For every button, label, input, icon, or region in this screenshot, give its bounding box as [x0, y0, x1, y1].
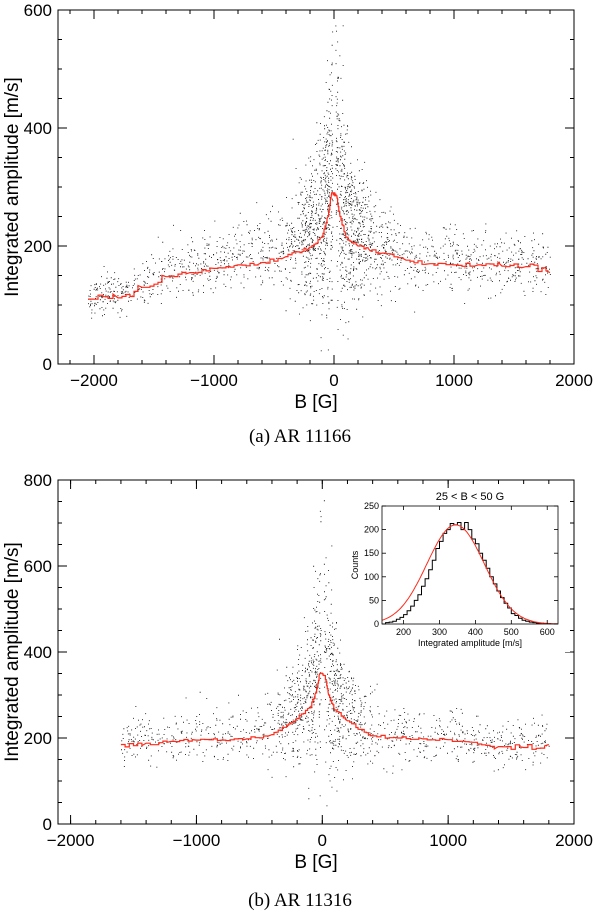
- panel-b-x-axis-label: B [G]: [294, 852, 337, 873]
- y-tick-label: 0: [43, 815, 52, 834]
- x-tick-label: −1000: [190, 371, 238, 390]
- y-tick-label: 400: [24, 643, 52, 662]
- y-tick-label: 200: [24, 237, 52, 256]
- panel-a-scatter-cloud: [88, 0, 551, 395]
- y-tick-label: 200: [24, 729, 52, 748]
- y-tick-label: 600: [24, 557, 52, 576]
- inset-x-tick-label: 300: [432, 627, 447, 637]
- inset-x-axis-label: Integrated amplitude [m/s]: [418, 638, 522, 648]
- y-tick-label: 600: [24, 1, 52, 20]
- x-tick-label: 2000: [555, 831, 593, 850]
- inset-x-tick-label: 600: [540, 627, 555, 637]
- x-tick-label: 0: [329, 371, 338, 390]
- x-tick-label: 1000: [429, 831, 467, 850]
- y-tick-label: 0: [43, 355, 52, 374]
- y-tick-label: 400: [24, 119, 52, 138]
- inset-background: [348, 488, 570, 652]
- inset-title: 25 < B < 50 G: [436, 491, 505, 503]
- inset-y-tick-label: 50: [369, 595, 379, 605]
- inset-x-tick-label: 400: [468, 627, 483, 637]
- x-tick-label: −2000: [70, 371, 118, 390]
- inset-y-tick-label: 200: [364, 525, 379, 535]
- x-tick-label: −2000: [47, 831, 95, 850]
- panel-a-plot-frame: [58, 10, 574, 364]
- panel-a-x-axis-label: B [G]: [294, 392, 337, 413]
- x-tick-label: 2000: [555, 371, 593, 390]
- x-tick-label: 0: [318, 831, 327, 850]
- x-tick-label: 1000: [435, 371, 473, 390]
- inset-x-tick-label: 500: [504, 627, 519, 637]
- panel-a-y-axis-label: Integrated amplitude [m/s]: [2, 77, 23, 297]
- caption-a: (a) AR 11166: [0, 426, 600, 448]
- panel-b-y-axis-label: Integrated amplitude [m/s]: [2, 542, 23, 762]
- y-tick-label: 800: [24, 471, 52, 490]
- inset-y-tick-label: 250: [364, 501, 379, 511]
- panel-b-median-line: [121, 673, 549, 749]
- scatter-points: [88, 0, 551, 395]
- inset-y-tick-label: 150: [364, 548, 379, 558]
- inset-histogram: 200 300 400 500 600 0 50 100 150 200 250 25 < B < …: [348, 488, 570, 652]
- panel-a-axes: −2000 −1000 0 1000 2000 0 200 400 600: [24, 1, 593, 390]
- caption-b: (b) AR 11316: [0, 890, 600, 912]
- inset-x-tick-label: 200: [396, 627, 411, 637]
- inset-y-axis-label: Counts: [350, 550, 360, 579]
- inset-y-tick-label: 100: [364, 572, 379, 582]
- panel-a-median-line: [88, 193, 550, 299]
- x-tick-label: −1000: [173, 831, 221, 850]
- panel-a-chart: −2000 −1000 0 1000 2000 0 200 400 600 B [G] Inte…: [2, 0, 593, 413]
- inset-y-tick-label: 0: [374, 619, 379, 629]
